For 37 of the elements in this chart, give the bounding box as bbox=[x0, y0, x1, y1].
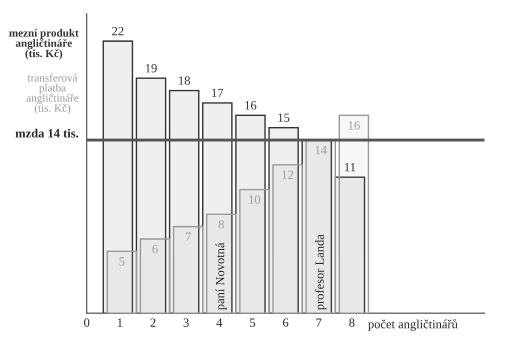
data-label: 12 bbox=[282, 170, 294, 179]
data-label: 5 bbox=[119, 257, 124, 266]
x-tick-label: 5 bbox=[250, 318, 256, 327]
bar bbox=[172, 226, 204, 314]
bar bbox=[140, 238, 170, 314]
bar bbox=[338, 114, 370, 314]
data-label: 18 bbox=[179, 76, 190, 85]
x-axis-title: počet angličtinářů bbox=[368, 319, 458, 331]
data-label: 16 bbox=[348, 121, 360, 130]
data-label: 19 bbox=[146, 64, 157, 72]
x-tick-label: 2 bbox=[150, 318, 156, 327]
bar bbox=[106, 250, 138, 314]
bar bbox=[206, 214, 237, 314]
data-label: 15 bbox=[278, 114, 290, 122]
data-label: 6 bbox=[152, 244, 158, 254]
bar bbox=[272, 164, 303, 314]
data-label: 22 bbox=[112, 26, 124, 36]
annotation: profesor Landa bbox=[314, 234, 326, 310]
text: mezní produkt angličtináře (tis. Kč) bbox=[9, 28, 79, 60]
text: transferová platba angličtináře (tis. Kč) bbox=[26, 74, 78, 114]
data-label: 7 bbox=[186, 232, 191, 241]
ref-line-label: mzda 14 tis. bbox=[16, 128, 78, 138]
data-label: 16 bbox=[245, 101, 256, 110]
x-tick-label: 4 bbox=[216, 318, 222, 327]
x-tick-label: 8 bbox=[349, 318, 355, 327]
x-tick-label: 7 bbox=[316, 318, 322, 327]
bar bbox=[239, 188, 270, 314]
data-label: 17 bbox=[212, 88, 224, 98]
data-label: 11 bbox=[344, 162, 356, 172]
x-tick-label: 1 bbox=[118, 318, 122, 327]
x-tick-label: 0 bbox=[84, 318, 90, 327]
data-label: 8 bbox=[218, 220, 224, 229]
data-label: 10 bbox=[249, 195, 260, 204]
x-tick-label: 6 bbox=[283, 318, 288, 327]
data-label: 14 bbox=[316, 146, 327, 154]
annotation: paní Novotná bbox=[215, 242, 227, 310]
x-tick-label: 3 bbox=[184, 318, 189, 327]
